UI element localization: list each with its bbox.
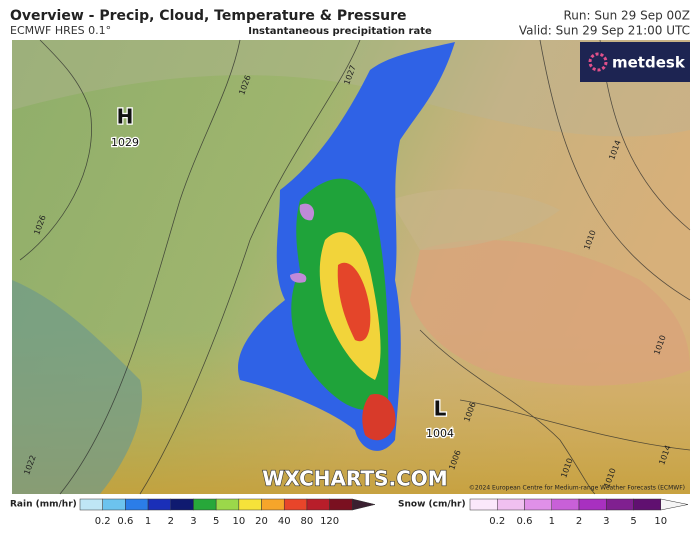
snow-label: Snow (cm/hr) <box>398 500 466 510</box>
scale-tick: 0.6 <box>517 516 533 527</box>
scale-tick: 3 <box>190 516 196 527</box>
scale-swatch <box>606 498 634 511</box>
scale-tick: 0.2 <box>489 516 505 527</box>
scale-swatch <box>578 498 607 511</box>
scale-swatch <box>551 498 580 511</box>
scale-tick: 10 <box>232 516 245 527</box>
copyright: ©2024 European Centre for Medium-range W… <box>469 485 685 492</box>
scale-tick: 10 <box>654 516 667 527</box>
rain-label: Rain (mm/hr) <box>10 500 77 510</box>
scale-swatch <box>497 498 525 511</box>
scale-swatch <box>469 498 498 511</box>
scale-swatch <box>283 498 308 511</box>
pressure-label: 1029 <box>111 136 139 149</box>
scale-tick: 2 <box>168 516 174 527</box>
scale-tick: 5 <box>630 516 636 527</box>
scale-tick: 2 <box>576 516 582 527</box>
logo-icon <box>588 52 608 72</box>
scale-swatch <box>238 498 262 511</box>
scale-tick: 80 <box>301 516 314 527</box>
pressure-label: 1004 <box>426 427 454 440</box>
scale-tick: 120 <box>320 516 339 527</box>
scale-swatch <box>524 498 552 511</box>
run: Run: Sun 29 Sep 00Z <box>563 9 690 23</box>
scale-swatch <box>102 498 126 511</box>
isobars <box>19 39 691 495</box>
scale-swatch <box>125 498 149 511</box>
model: ECMWF HRES 0.1° <box>10 24 111 37</box>
scale-tick: 3 <box>603 516 609 527</box>
scale-tick: 1 <box>145 516 151 527</box>
pressure-label: H <box>117 105 134 129</box>
logo-text: metdesk <box>612 54 686 72</box>
scale-tick: 20 <box>255 516 268 527</box>
scale-arrow <box>352 498 376 511</box>
valid: Valid: Sun 29 Sep 21:00 UTC <box>519 24 690 38</box>
scale-swatch <box>79 498 103 511</box>
scale-arrow <box>660 498 689 511</box>
scale-tick: 40 <box>278 516 291 527</box>
scale-swatch <box>147 498 172 511</box>
map <box>12 39 691 495</box>
logo-box <box>580 42 690 82</box>
scale-swatch <box>261 498 285 511</box>
scale-tick: 0.6 <box>117 516 133 527</box>
scale-swatch <box>170 498 194 511</box>
scale-swatch <box>215 498 240 511</box>
scale-swatch <box>633 498 661 511</box>
subtitle: Instantaneous precipitation rate <box>248 26 432 37</box>
scale-swatch <box>306 498 330 511</box>
title: Overview - Precip, Cloud, Temperature & … <box>10 8 407 24</box>
scale-tick: 0.2 <box>95 516 111 527</box>
watermark: WXCHARTS.COM <box>262 467 447 491</box>
scale-swatch <box>193 498 217 511</box>
scale-swatch <box>329 498 353 511</box>
pressure-label: L <box>434 397 447 421</box>
scale-tick: 5 <box>213 516 219 527</box>
scale-tick: 1 <box>549 516 555 527</box>
precipitation <box>238 42 455 451</box>
